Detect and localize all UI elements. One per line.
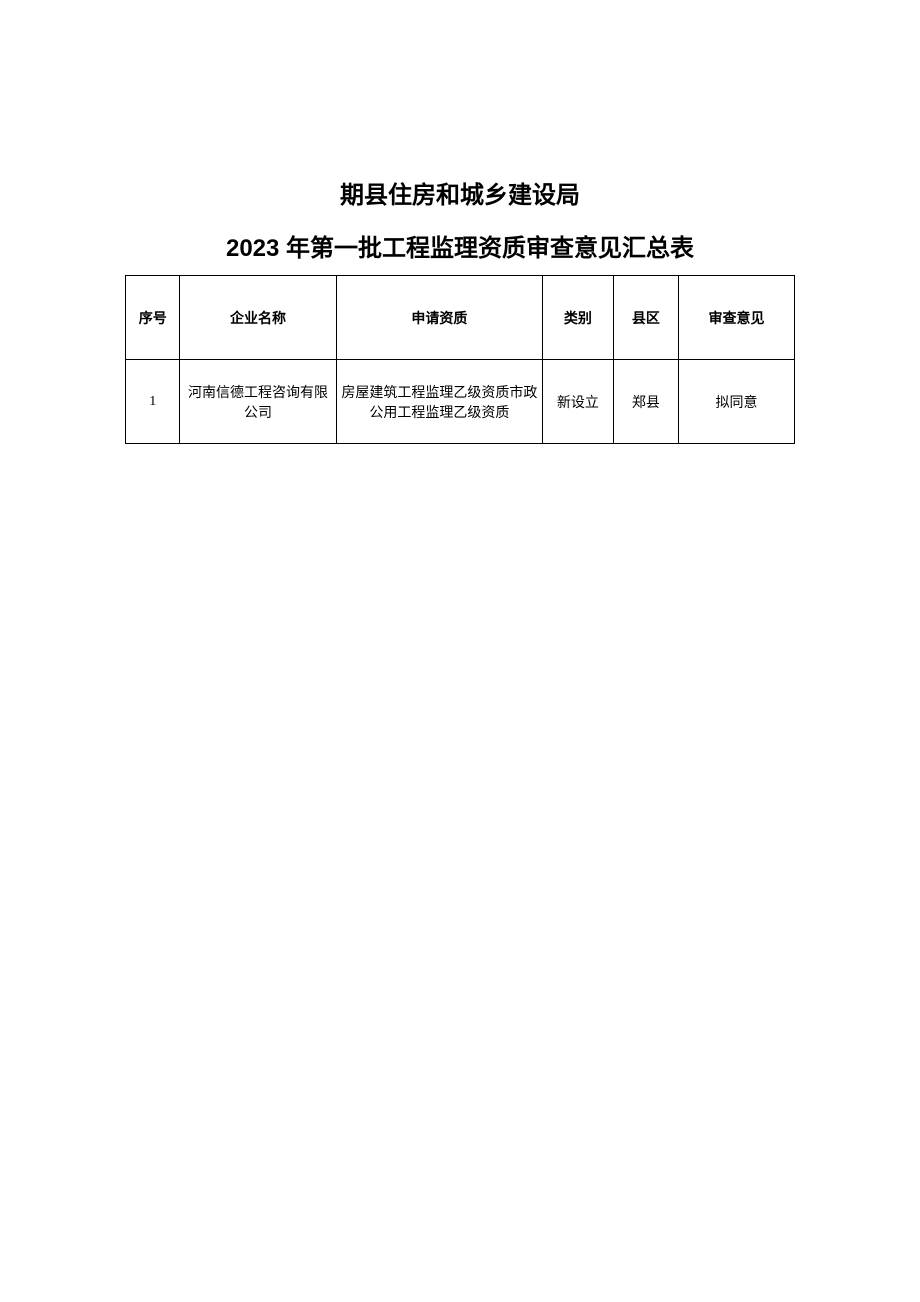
table-row: 1 河南信德工程咨询有限公司 房屋建筑工程监理乙级资质市政公用工程监理乙级资质 … xyxy=(126,360,795,444)
col-header-opinion: 审查意见 xyxy=(679,276,795,360)
page-title-line-2: 2023 年第一批工程监理资质审查意见汇总表 xyxy=(125,228,795,263)
table-header-row: 序号 企业名称 申请资质 类别 县区 审查意见 xyxy=(126,276,795,360)
cell-company: 河南信德工程咨询有限公司 xyxy=(180,360,336,444)
cell-category: 新设立 xyxy=(543,360,614,444)
qualification-review-table: 序号 企业名称 申请资质 类别 县区 审查意见 1 河南信德工程咨询有限公司 房… xyxy=(125,275,795,444)
document-page: 期县住房和城乡建设局 2023 年第一批工程监理资质审查意见汇总表 序号 企业名… xyxy=(0,0,920,444)
cell-district: 郑县 xyxy=(613,360,678,444)
page-title-line-1: 期县住房和城乡建设局 xyxy=(125,175,795,210)
col-header-category: 类别 xyxy=(543,276,614,360)
col-header-district: 县区 xyxy=(613,276,678,360)
cell-opinion: 拟同意 xyxy=(679,360,795,444)
col-header-seq: 序号 xyxy=(126,276,180,360)
cell-seq: 1 xyxy=(126,360,180,444)
col-header-company: 企业名称 xyxy=(180,276,336,360)
col-header-qualification: 申请资质 xyxy=(336,276,543,360)
cell-qualification: 房屋建筑工程监理乙级资质市政公用工程监理乙级资质 xyxy=(336,360,543,444)
